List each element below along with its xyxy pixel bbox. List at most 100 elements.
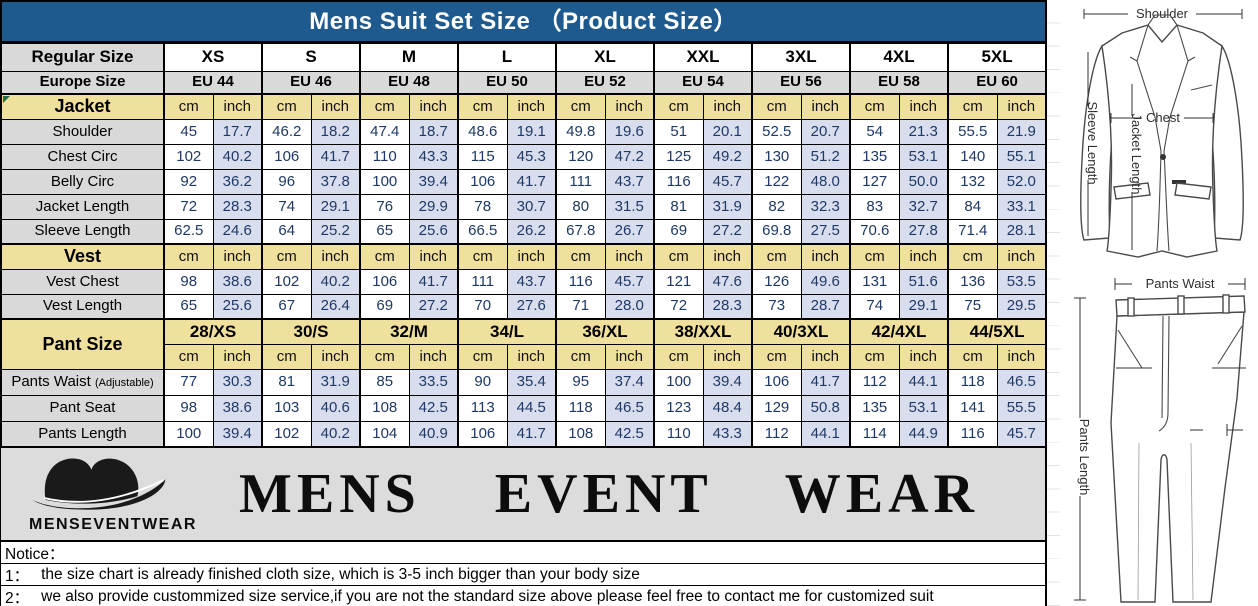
value-inch: 55.1 bbox=[996, 143, 1047, 170]
value-cm: 110 bbox=[359, 143, 410, 170]
value-cm: 131 bbox=[849, 268, 900, 295]
value-cm: 82 bbox=[751, 193, 802, 220]
value-inch: 29.9 bbox=[408, 193, 459, 220]
value-cm: 46.2 bbox=[261, 118, 312, 145]
value-inch: 41.7 bbox=[506, 420, 557, 448]
value-cm: 71 bbox=[555, 293, 606, 320]
value-inch: 41.7 bbox=[408, 268, 459, 295]
value-cm: 108 bbox=[555, 420, 606, 448]
unit-cm-header: cm bbox=[751, 343, 802, 370]
value-inch: 33.5 bbox=[408, 368, 459, 396]
value-inch: 39.4 bbox=[702, 368, 753, 396]
value-cm: 100 bbox=[653, 368, 704, 396]
value-cm: 71.4 bbox=[947, 218, 998, 245]
value-inch: 32.7 bbox=[898, 193, 949, 220]
measurement-diagrams-column: Shoulder Sleeve Len bbox=[1047, 0, 1258, 606]
brand-name: MENS EVENT WEAR bbox=[239, 463, 979, 525]
value-inch: 51.6 bbox=[898, 268, 949, 295]
value-cm: 69 bbox=[653, 218, 704, 245]
value-inch: 45.7 bbox=[996, 420, 1047, 448]
unit-cm-header: cm bbox=[163, 343, 214, 370]
value-inch: 46.5 bbox=[996, 368, 1047, 396]
value-cm: 114 bbox=[849, 420, 900, 448]
value-inch: 50.0 bbox=[898, 168, 949, 195]
unit-cm-header: cm bbox=[751, 93, 802, 120]
pants-length-label: Pants Length bbox=[1077, 419, 1092, 496]
value-inch: 52.0 bbox=[996, 168, 1047, 195]
value-inch: 29.1 bbox=[310, 193, 361, 220]
value-cm: 116 bbox=[555, 268, 606, 295]
value-cm: 74 bbox=[261, 193, 312, 220]
value-cm: 125 bbox=[653, 143, 704, 170]
unit-inch-header: inch bbox=[408, 93, 459, 120]
notice-item-1-number: 1： bbox=[5, 567, 30, 585]
pant-size-header: 40/3XL bbox=[751, 318, 851, 345]
size-header: L bbox=[457, 41, 557, 72]
value-inch: 19.1 bbox=[506, 118, 557, 145]
value-cm: 111 bbox=[555, 168, 606, 195]
value-cm: 106 bbox=[751, 368, 802, 396]
unit-cm-header: cm bbox=[947, 343, 998, 370]
value-cm: 49.8 bbox=[555, 118, 606, 145]
value-inch: 45.3 bbox=[506, 143, 557, 170]
value-inch: 27.2 bbox=[408, 293, 459, 320]
unit-inch-header: inch bbox=[898, 343, 949, 370]
value-inch: 40.2 bbox=[310, 268, 361, 295]
pant-size-header: 32/M bbox=[359, 318, 459, 345]
unit-cm-header: cm bbox=[359, 243, 410, 270]
value-cm: 73 bbox=[751, 293, 802, 320]
unit-inch-header: inch bbox=[800, 93, 851, 120]
pant-size-header: 42/4XL bbox=[849, 318, 949, 345]
unit-inch-header: inch bbox=[702, 93, 753, 120]
value-cm: 67.8 bbox=[555, 218, 606, 245]
value-cm: 69.8 bbox=[751, 218, 802, 245]
value-inch: 19.6 bbox=[604, 118, 655, 145]
value-inch: 47.6 bbox=[702, 268, 753, 295]
value-cm: 98 bbox=[163, 394, 214, 422]
row-label-text: Pants Waist bbox=[11, 373, 91, 391]
value-inch: 25.6 bbox=[408, 218, 459, 245]
value-inch: 28.0 bbox=[604, 293, 655, 320]
value-cm: 127 bbox=[849, 168, 900, 195]
unit-inch-header: inch bbox=[702, 343, 753, 370]
row-label: Sleeve Length bbox=[0, 218, 165, 245]
value-inch: 28.3 bbox=[212, 193, 263, 220]
value-inch: 40.2 bbox=[310, 420, 361, 448]
value-cm: 141 bbox=[947, 394, 998, 422]
value-inch: 27.6 bbox=[506, 293, 557, 320]
value-cm: 75 bbox=[947, 293, 998, 320]
value-cm: 108 bbox=[359, 394, 410, 422]
value-inch: 49.2 bbox=[702, 143, 753, 170]
value-cm: 115 bbox=[457, 143, 508, 170]
unit-inch-header: inch bbox=[310, 343, 361, 370]
value-inch: 39.4 bbox=[212, 420, 263, 448]
unit-cm-header: cm bbox=[849, 343, 900, 370]
brand-logo-text: MENSEVENTWEAR bbox=[29, 516, 197, 533]
value-inch: 28.7 bbox=[800, 293, 851, 320]
value-inch: 32.3 bbox=[800, 193, 851, 220]
value-cm: 111 bbox=[457, 268, 508, 295]
value-inch: 24.6 bbox=[212, 218, 263, 245]
pant-size-header: 30/S bbox=[261, 318, 361, 345]
value-cm: 112 bbox=[849, 368, 900, 396]
value-inch: 29.1 bbox=[898, 293, 949, 320]
value-inch: 41.7 bbox=[800, 368, 851, 396]
value-inch: 28.3 bbox=[702, 293, 753, 320]
value-inch: 26.7 bbox=[604, 218, 655, 245]
unit-inch-header: inch bbox=[996, 243, 1047, 270]
value-cm: 106 bbox=[261, 143, 312, 170]
value-cm: 103 bbox=[261, 394, 312, 422]
size-header: 5XL bbox=[946, 41, 1047, 72]
value-cm: 45 bbox=[163, 118, 214, 145]
value-inch: 38.6 bbox=[212, 268, 263, 295]
value-cm: 51 bbox=[653, 118, 704, 145]
value-inch: 38.6 bbox=[212, 394, 263, 422]
value-inch: 18.2 bbox=[310, 118, 361, 145]
unit-inch-header: inch bbox=[506, 243, 557, 270]
value-cm: 120 bbox=[555, 143, 606, 170]
eu-size-header: EU 56 bbox=[751, 70, 851, 95]
pants-waist-label: Pants Waist bbox=[1146, 276, 1215, 291]
unit-inch-header: inch bbox=[310, 243, 361, 270]
unit-inch-header: inch bbox=[604, 343, 655, 370]
value-inch: 43.3 bbox=[408, 143, 459, 170]
